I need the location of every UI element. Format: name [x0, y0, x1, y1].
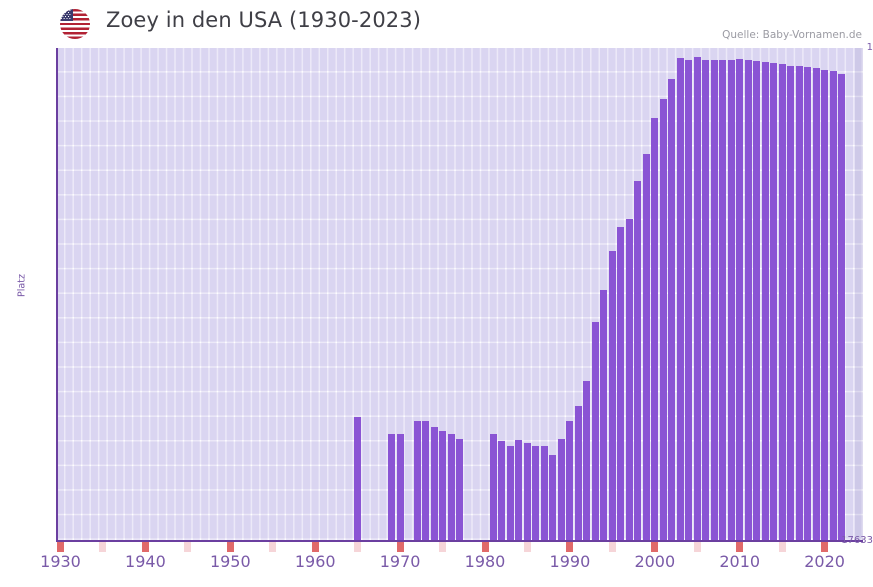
x-tick-label: 1990	[549, 552, 591, 571]
source-label: Quelle: Baby-Vornamen.de	[722, 29, 862, 41]
bar[interactable]	[439, 431, 447, 540]
x-tick-label: 2000	[634, 552, 676, 571]
x-tick-mark-minor	[523, 542, 531, 552]
bar[interactable]	[838, 74, 846, 540]
x-tick-mark-major	[481, 542, 489, 552]
x-tick-mark-major	[651, 542, 659, 552]
bar[interactable]	[685, 60, 693, 540]
bar[interactable]	[456, 439, 464, 540]
bar[interactable]	[761, 62, 769, 540]
x-tick-mark-minor	[693, 542, 701, 552]
bar[interactable]	[583, 381, 591, 540]
x-tick-label: 1980	[464, 552, 506, 571]
bar[interactable]	[523, 443, 531, 540]
bar[interactable]	[753, 61, 761, 540]
us-flag-icon	[60, 9, 90, 39]
x-tick-label: 1950	[209, 552, 251, 571]
bar[interactable]	[354, 417, 362, 540]
bar[interactable]	[778, 64, 786, 540]
x-tick-mark-minor	[439, 542, 447, 552]
bar[interactable]	[600, 290, 608, 540]
bar[interactable]	[727, 60, 735, 540]
bar[interactable]	[388, 434, 396, 540]
bar[interactable]	[787, 66, 795, 540]
x-tick-mark-major	[736, 542, 744, 552]
bar[interactable]	[736, 59, 744, 540]
bar[interactable]	[413, 421, 421, 540]
x-tick-mark-minor	[354, 542, 362, 552]
bar[interactable]	[642, 154, 650, 540]
x-tick-label: 1940	[125, 552, 166, 571]
bar[interactable]	[532, 446, 540, 540]
bar[interactable]	[634, 181, 642, 540]
bar[interactable]	[608, 251, 616, 540]
bar[interactable]	[617, 227, 625, 540]
bar[interactable]	[430, 427, 438, 540]
bar[interactable]	[804, 67, 812, 540]
bar[interactable]	[744, 60, 752, 540]
bar[interactable]	[668, 79, 676, 540]
bar[interactable]	[676, 58, 684, 540]
bar[interactable]	[719, 60, 727, 540]
x-tick-mark-major	[141, 542, 149, 552]
x-tick-label: 2020	[804, 552, 845, 571]
x-tick-mark-major	[311, 542, 319, 552]
x-tick-mark-minor	[99, 542, 107, 552]
bar[interactable]	[557, 439, 565, 540]
flag-stars	[60, 9, 73, 21]
bar[interactable]	[591, 322, 599, 540]
x-tick-mark-major	[396, 542, 404, 552]
bar[interactable]	[515, 440, 523, 540]
x-tick-mark-minor	[269, 542, 277, 552]
x-tick-label: 1960	[294, 552, 336, 571]
bar[interactable]	[506, 446, 514, 540]
y-axis-title: Platz	[16, 274, 28, 297]
bar[interactable]	[549, 455, 557, 540]
plot-area	[57, 48, 863, 540]
bar[interactable]	[702, 60, 710, 540]
x-tick-label: 1970	[379, 552, 421, 571]
y-axis-line	[56, 48, 58, 541]
chart-header: Zoey in den USA (1930-2023) Quelle: Baby…	[0, 0, 873, 48]
y-tick-top: 1	[866, 42, 873, 53]
bar[interactable]	[489, 434, 497, 540]
x-tick-mark-minor	[778, 542, 786, 552]
bar[interactable]	[795, 66, 803, 540]
bar[interactable]	[625, 219, 633, 540]
bar[interactable]	[812, 68, 820, 540]
x-tick-mark-major	[566, 542, 574, 552]
bar[interactable]	[498, 441, 506, 540]
y-tick-bottom: 17633	[841, 535, 873, 546]
x-tick-label: 2010	[719, 552, 761, 571]
bar[interactable]	[659, 99, 667, 540]
bar[interactable]	[770, 63, 778, 540]
x-tick-mark-major	[57, 542, 64, 552]
bar[interactable]	[396, 434, 404, 540]
bar[interactable]	[566, 421, 574, 540]
bar[interactable]	[447, 434, 455, 540]
bar[interactable]	[540, 446, 548, 540]
bar[interactable]	[693, 57, 701, 540]
x-tick-mark-major	[821, 542, 829, 552]
x-tick-mark-minor	[184, 542, 192, 552]
bar[interactable]	[574, 406, 582, 540]
page-title: Zoey in den USA (1930-2023)	[106, 8, 421, 32]
x-tick-mark-major	[226, 542, 234, 552]
bar[interactable]	[829, 71, 837, 540]
x-tick-label: 1930	[40, 552, 81, 571]
bar[interactable]	[710, 60, 718, 540]
no-data-shade	[855, 48, 863, 540]
x-tick-mark-minor	[608, 542, 616, 552]
bar[interactable]	[821, 70, 829, 540]
bar[interactable]	[651, 118, 659, 540]
x-axis-line	[56, 540, 863, 542]
bar[interactable]	[422, 421, 430, 540]
